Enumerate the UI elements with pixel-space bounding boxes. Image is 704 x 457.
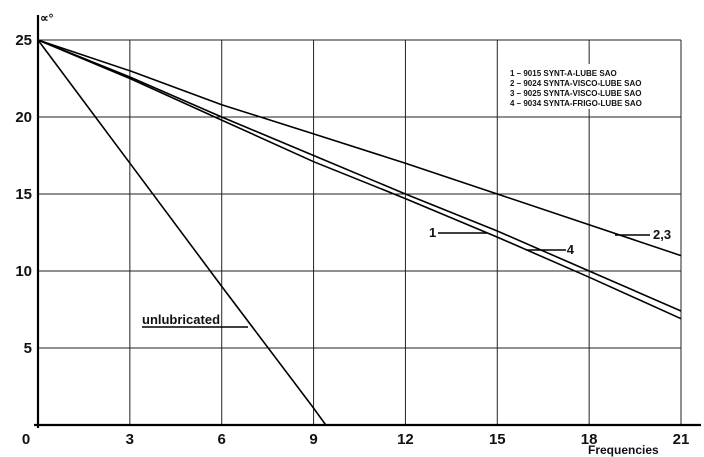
x-tick-label: 21 — [673, 431, 690, 448]
x-tick-label: 12 — [397, 431, 414, 448]
legend-entry-4: 4 – 9034 SYNTA-FRIGO-LUBE SAO — [510, 99, 642, 108]
y-tick-label: 15 — [15, 186, 32, 203]
x-tick-label: 0 — [22, 431, 30, 448]
x-tick-label: 15 — [489, 431, 506, 448]
curve-label-1: 1 — [429, 225, 436, 240]
legend-entry-2: 2 – 9024 SYNTA-VISCO-LUBE SAO — [510, 79, 641, 88]
series-line-unlubricated — [37, 39, 327, 426]
curve-label-4: 4 — [567, 242, 575, 257]
x-tick-label: 3 — [126, 431, 134, 448]
y-tick-labels: 5 10 15 20 25 — [15, 32, 32, 357]
x-tick-labels: 0 3 6 9 12 15 18 21 — [22, 431, 690, 448]
curve-label-unlubricated: unlubricated — [142, 312, 220, 327]
axes — [34, 15, 701, 428]
series-line-1 — [37, 39, 682, 320]
y-tick-label: 5 — [24, 340, 32, 357]
x-tick-label: 9 — [309, 431, 317, 448]
series-line-4 — [37, 39, 682, 312]
y-tick-label: 10 — [15, 263, 32, 280]
legend-entry-3: 3 – 9025 SYNTA-VISCO-LUBE SAO — [510, 89, 641, 98]
legend-entry-1: 1 – 9015 SYNT-A-LUBE SAO — [510, 69, 617, 78]
x-tick-label: 18 — [581, 431, 598, 448]
y-tick-label: 25 — [15, 32, 32, 49]
series-line-2-3 — [37, 39, 682, 257]
y-axis-label: ∝° — [40, 11, 54, 25]
y-tick-label: 20 — [15, 109, 32, 126]
x-tick-label: 6 — [218, 431, 226, 448]
legend-box — [505, 64, 668, 109]
curve-label-2-3: 2,3 — [653, 227, 671, 242]
x-axis-label: Frequencies — [588, 443, 659, 457]
curve-labels: unlubricated 1 4 2,3 — [142, 225, 671, 328]
series-lines — [37, 39, 682, 426]
